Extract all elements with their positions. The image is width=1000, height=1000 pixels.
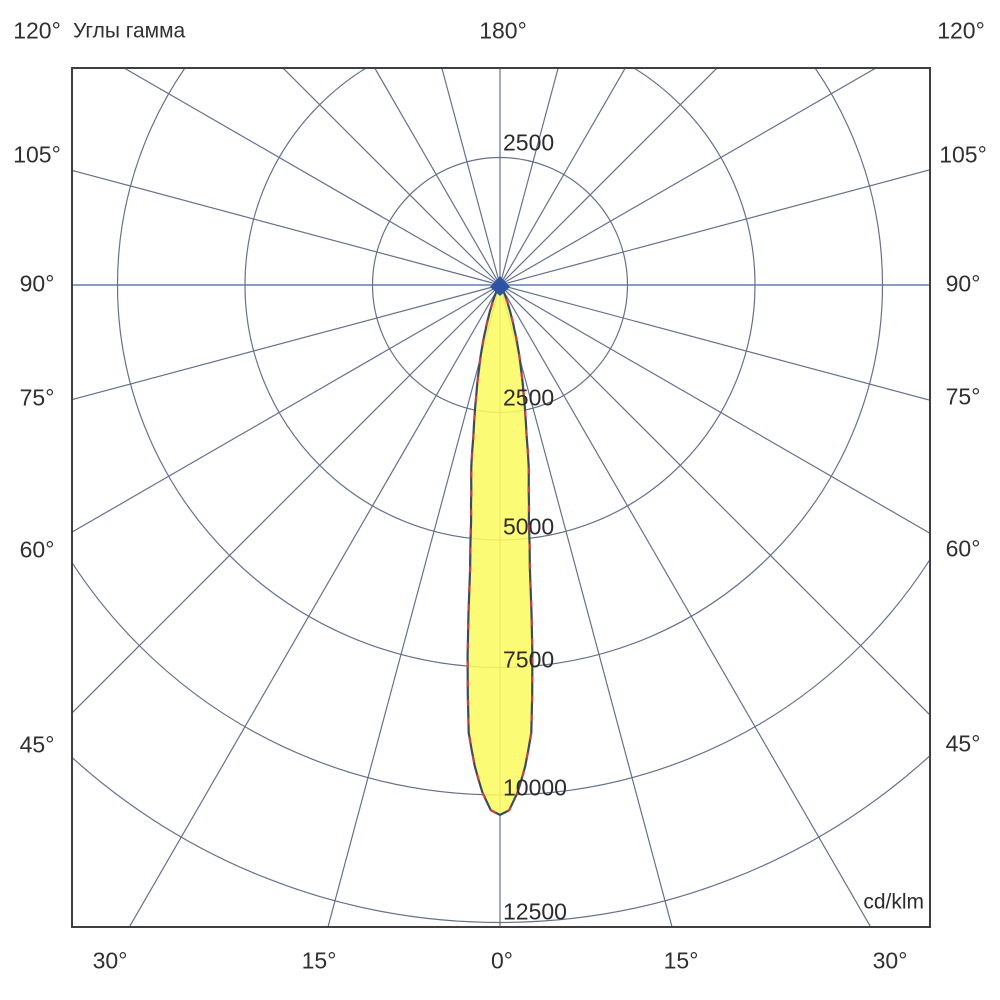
unit-label: cd/klm bbox=[863, 890, 924, 914]
gamma-label-bottom-15L: 15° bbox=[301, 947, 337, 974]
gamma-label-bottom-0: 0° bbox=[491, 947, 513, 974]
gamma-label-left-75: 75° bbox=[19, 384, 55, 411]
gamma-label-left-60: 60° bbox=[19, 536, 55, 563]
gamma-label-left-90: 90° bbox=[19, 270, 55, 297]
gamma-label-right-90: 90° bbox=[945, 270, 981, 297]
plot-border bbox=[71, 67, 931, 928]
intensity-tick-2500-upper: 2500 bbox=[503, 129, 555, 156]
gamma-label-left-105: 105° bbox=[13, 141, 61, 168]
gamma-label-corner-left: 120° bbox=[13, 17, 61, 44]
curve-c0-c180 bbox=[466, 283, 534, 816]
intensity-tick-10000: 10000 bbox=[503, 774, 567, 801]
gamma-label-corner-right: 120° bbox=[937, 17, 985, 44]
gamma-label-right-60: 60° bbox=[945, 535, 981, 562]
gamma-label-right-45: 45° bbox=[945, 730, 981, 757]
gamma-label-top-180: 180° bbox=[479, 17, 527, 44]
gamma-label-bottom-30L: 30° bbox=[92, 947, 128, 974]
gamma-label-right-75: 75° bbox=[945, 383, 981, 410]
intensity-tick-12500: 12500 bbox=[503, 898, 567, 925]
gamma-label-right-105: 105° bbox=[939, 141, 987, 168]
gamma-label-bottom-30R: 30° bbox=[872, 947, 908, 974]
center-marker bbox=[490, 276, 510, 296]
gamma-label-left-45: 45° bbox=[19, 731, 55, 758]
intensity-tick-2500: 2500 bbox=[503, 384, 555, 411]
beam-lobe bbox=[466, 276, 534, 816]
intensity-tick-5000: 5000 bbox=[503, 513, 555, 540]
gamma-label-bottom-15R: 15° bbox=[663, 947, 699, 974]
chart-title: Углы гамма bbox=[73, 19, 186, 43]
intensity-tick-7500: 7500 bbox=[503, 646, 555, 673]
